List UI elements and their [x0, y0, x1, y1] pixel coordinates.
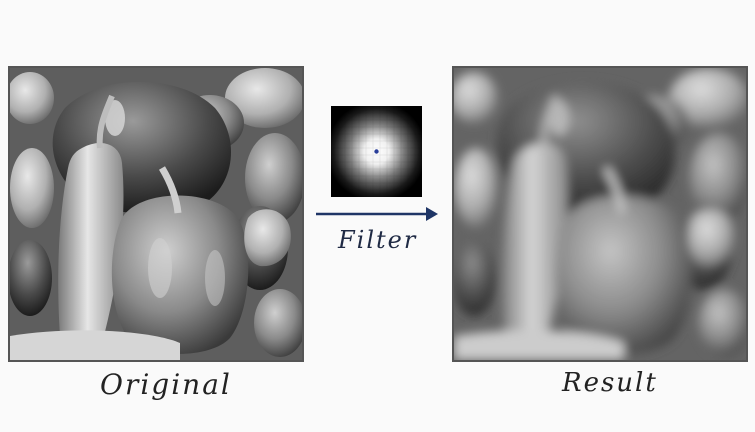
gaussian-kernel-icon [331, 106, 422, 197]
filter-label: Filter [338, 226, 418, 254]
original-label: Original [100, 368, 232, 401]
kernel-grid [331, 106, 422, 197]
peppers-blurred-icon [454, 68, 746, 360]
result-label: Result [562, 368, 658, 398]
result-image [452, 66, 748, 362]
peppers-grayscale-icon [10, 68, 302, 360]
original-image [8, 66, 304, 362]
kernel-center-dot [374, 149, 379, 154]
arrow-right-icon [316, 207, 438, 221]
